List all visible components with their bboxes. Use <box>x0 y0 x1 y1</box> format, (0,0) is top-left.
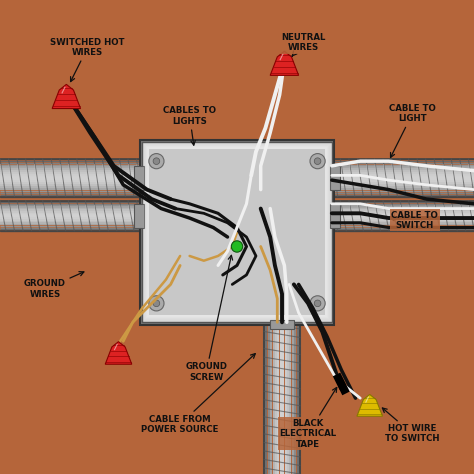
Text: BLACK
ELECTRICAL
TAPE: BLACK ELECTRICAL TAPE <box>280 387 337 448</box>
FancyBboxPatch shape <box>150 150 324 315</box>
FancyBboxPatch shape <box>134 166 144 190</box>
FancyBboxPatch shape <box>142 142 332 322</box>
FancyBboxPatch shape <box>330 204 340 228</box>
Polygon shape <box>52 84 81 109</box>
Circle shape <box>153 158 160 164</box>
Circle shape <box>149 154 164 169</box>
Text: CABLE TO
SWITCH: CABLE TO SWITCH <box>390 211 438 230</box>
Circle shape <box>314 300 321 307</box>
FancyBboxPatch shape <box>149 149 325 315</box>
Polygon shape <box>270 51 299 75</box>
FancyBboxPatch shape <box>134 204 144 228</box>
Text: HOT WIRE
TO SWITCH: HOT WIRE TO SWITCH <box>383 408 439 443</box>
Circle shape <box>231 241 243 252</box>
Circle shape <box>310 154 325 169</box>
Text: GROUND
WIRES: GROUND WIRES <box>24 272 84 299</box>
Text: SWITCHED HOT
WIRES: SWITCHED HOT WIRES <box>50 38 125 82</box>
Circle shape <box>153 300 160 307</box>
Text: CABLE TO
LIGHT: CABLE TO LIGHT <box>389 104 436 157</box>
FancyBboxPatch shape <box>143 143 331 321</box>
FancyBboxPatch shape <box>146 146 328 318</box>
Circle shape <box>149 296 164 311</box>
FancyBboxPatch shape <box>148 148 326 316</box>
Circle shape <box>310 296 325 311</box>
Text: CABLES TO
LIGHTS: CABLES TO LIGHTS <box>163 107 216 145</box>
FancyBboxPatch shape <box>330 166 340 190</box>
FancyBboxPatch shape <box>151 151 323 314</box>
Circle shape <box>314 158 321 164</box>
Text: NEUTRAL
WIRES: NEUTRAL WIRES <box>281 33 326 56</box>
FancyBboxPatch shape <box>270 320 294 329</box>
FancyBboxPatch shape <box>147 147 327 317</box>
Polygon shape <box>105 342 132 364</box>
FancyBboxPatch shape <box>144 144 330 320</box>
FancyBboxPatch shape <box>146 146 328 319</box>
Text: CABLE FROM
POWER SOURCE: CABLE FROM POWER SOURCE <box>141 354 255 434</box>
Polygon shape <box>357 394 383 416</box>
Text: GROUND
SCREW: GROUND SCREW <box>185 255 233 382</box>
FancyBboxPatch shape <box>140 140 334 325</box>
